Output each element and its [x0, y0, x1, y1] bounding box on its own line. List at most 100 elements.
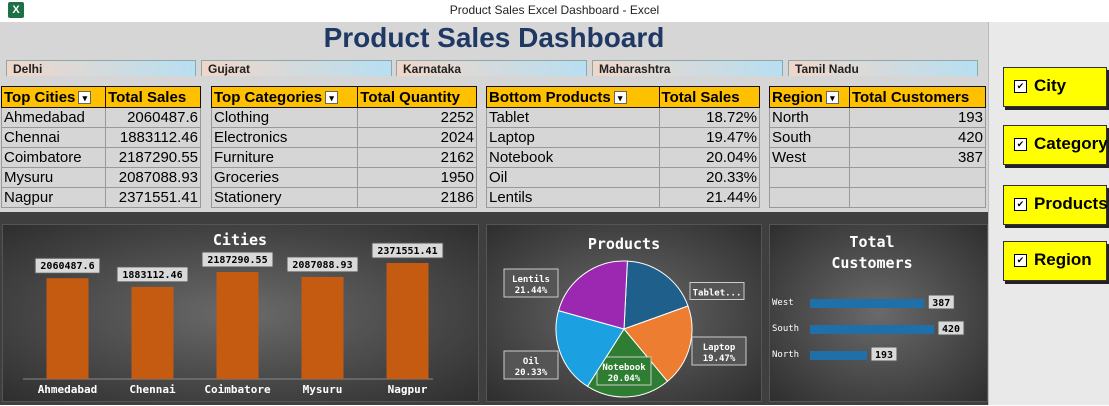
- bar: [386, 263, 429, 379]
- filter-dropdown-icon[interactable]: ▾: [613, 91, 627, 105]
- city-button[interactable]: ✔ City: [1003, 67, 1107, 107]
- header-top-categories[interactable]: Top Categories ▾: [210, 86, 359, 108]
- products-chart-svg: ProductsTablet...Laptop19.47%Notebook20.…: [503, 235, 747, 398]
- slicer-delhi[interactable]: Delhi: [6, 60, 196, 77]
- header-top-cities[interactable]: Top Cities ▾: [0, 86, 107, 108]
- y-tick-label: North: [772, 350, 799, 360]
- pie-slice: [623, 305, 693, 383]
- dashboard-title: Product Sales Dashboard: [323, 22, 665, 53]
- data-label: 2371551.41: [377, 246, 437, 257]
- table-row: Mysuru 2087088.93: [0, 167, 201, 188]
- cell[interactable]: 2186: [357, 187, 477, 208]
- cell[interactable]: [848, 187, 987, 208]
- products-chart[interactable]: Products Tablet... Laptop 19.47% Notebook 20.…: [486, 224, 762, 402]
- table-row: Ahmedabad 2060487.6: [0, 107, 201, 128]
- header-label: Bottom Products: [489, 88, 611, 106]
- pie-slice: [623, 260, 689, 330]
- cell[interactable]: 2087088.93: [105, 167, 201, 188]
- cell[interactable]: Furniture: [210, 147, 359, 168]
- dropdown-icon[interactable]: ▾: [825, 91, 839, 105]
- cell[interactable]: Laptop: [486, 127, 660, 148]
- data-label-box: [937, 320, 965, 336]
- cell[interactable]: 193: [848, 107, 987, 128]
- table-row: Oil 20.33%: [486, 167, 761, 188]
- cell[interactable]: Electronics: [210, 127, 359, 148]
- header-label: Region: [772, 88, 823, 106]
- pie-label: Oil: [523, 356, 539, 367]
- cell[interactable]: 2252: [357, 107, 477, 128]
- cell[interactable]: Mysuru: [0, 167, 107, 188]
- button-label: City: [1034, 76, 1067, 95]
- table-row: Lentils 21.44%: [486, 187, 761, 208]
- x-tick-label: Mysuru: [303, 383, 343, 396]
- cell[interactable]: Groceries: [210, 167, 359, 188]
- cell[interactable]: 2024: [357, 127, 477, 148]
- data-label-box: [870, 346, 898, 362]
- cell[interactable]: South: [769, 127, 850, 148]
- cell[interactable]: [769, 187, 850, 208]
- cell[interactable]: 20.04%: [658, 147, 761, 168]
- pie-label-box: [691, 336, 747, 366]
- customers-chart[interactable]: Total Customers West 387 South 420 North 193: [769, 224, 988, 402]
- cell[interactable]: [848, 167, 987, 188]
- cell[interactable]: 1950: [357, 167, 477, 188]
- cell[interactable]: 2060487.6: [105, 107, 201, 128]
- cell[interactable]: West: [769, 147, 850, 168]
- cell[interactable]: Ahmedabad: [0, 107, 107, 128]
- cell[interactable]: 1883112.46: [105, 127, 201, 148]
- cell[interactable]: North: [769, 107, 850, 128]
- cell[interactable]: 2371551.41: [105, 187, 201, 208]
- cell[interactable]: 21.44%: [658, 187, 761, 208]
- table-strip: [0, 76, 988, 86]
- cell[interactable]: 19.47%: [658, 127, 761, 148]
- cell[interactable]: 18.72%: [658, 107, 761, 128]
- slicer-maharashtra[interactable]: Maharashtra: [592, 60, 783, 77]
- header-bottom-products[interactable]: Bottom Products ▾: [486, 86, 660, 108]
- dropdown-icon[interactable]: ▾: [325, 91, 339, 105]
- table-row: Chennai 1883112.46: [0, 127, 201, 148]
- data-label-box: [201, 251, 274, 268]
- cell[interactable]: Chennai: [0, 127, 107, 148]
- cell[interactable]: Nagpur: [0, 187, 107, 208]
- data-label-box: [34, 257, 101, 274]
- products-button[interactable]: ✔ Products: [1003, 185, 1108, 225]
- cities-chart-svg: Cities 2060487.6 Ahmedabad 1883112.46 Chenna…: [23, 231, 444, 396]
- bar: [216, 272, 259, 379]
- cell[interactable]: Oil: [486, 167, 660, 188]
- category-button[interactable]: ✔ Category: [1003, 125, 1108, 165]
- cell[interactable]: Coimbatore: [0, 147, 107, 168]
- x-tick-label: Chennai: [129, 383, 176, 396]
- cell[interactable]: 2187290.55: [105, 147, 201, 168]
- slicer-row: Delhi Gujarat Karnataka Maharashtra Tami…: [0, 54, 988, 77]
- cell[interactable]: Clothing: [210, 107, 359, 128]
- pie-label: Tablet...: [693, 289, 742, 299]
- cities-chart[interactable]: Cities 2060487.6 Ahmedabad 1883112.46 Chenna…: [2, 224, 479, 402]
- cell[interactable]: Stationery: [210, 187, 359, 208]
- header-region[interactable]: Region ▾: [769, 86, 850, 108]
- filter-dropdown-icon[interactable]: ▾: [78, 91, 92, 105]
- button-label: Category: [1034, 134, 1108, 153]
- pie-label: Notebook: [602, 363, 646, 373]
- bar: [131, 286, 174, 379]
- slicer-karnataka[interactable]: Karnataka: [396, 60, 587, 77]
- cell[interactable]: Lentils: [486, 187, 660, 208]
- cell[interactable]: 387: [848, 147, 987, 168]
- table-row: Coimbatore 2187290.55: [0, 147, 201, 168]
- header-total-sales: Total Sales: [658, 86, 761, 108]
- cell[interactable]: [769, 167, 850, 188]
- header-total-sales: Total Sales: [105, 86, 201, 108]
- cell[interactable]: 420: [848, 127, 987, 148]
- pie-label: Laptop: [703, 343, 736, 353]
- slicer-tamil-nadu[interactable]: Tamil Nadu: [788, 60, 978, 77]
- checkbox-icon: ✔: [1014, 198, 1027, 211]
- checkbox-icon: ✔: [1014, 138, 1027, 151]
- region-button[interactable]: ✔ Region: [1003, 241, 1107, 281]
- cell[interactable]: Notebook: [486, 147, 660, 168]
- table-row: Furniture 2162: [210, 147, 477, 168]
- slicer-gujarat[interactable]: Gujarat: [201, 60, 392, 77]
- x-tick-label: Coimbatore: [204, 383, 271, 396]
- cell[interactable]: Tablet: [486, 107, 660, 128]
- data-label-box: [927, 294, 955, 310]
- cell[interactable]: 20.33%: [658, 167, 761, 188]
- cell[interactable]: 2162: [357, 147, 477, 168]
